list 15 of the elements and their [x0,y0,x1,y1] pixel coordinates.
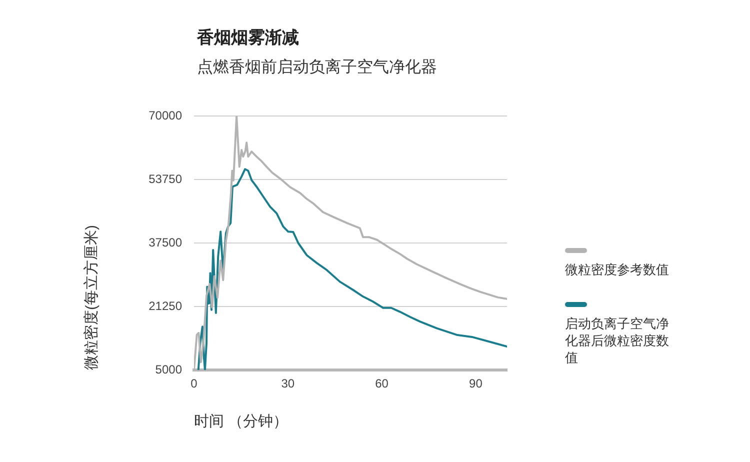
x-axis-title: 时间 （分钟） [194,413,288,430]
y-tick-label: 5000 [155,362,182,376]
chart-title: 香烟烟雾渐减 [197,27,299,49]
x-tick-label: 0 [190,376,198,391]
legend-label: 微粒密度参考数值 [565,261,670,278]
y-tick-label: 70000 [148,108,182,122]
x-tick-label: 90 [469,376,483,391]
legend-label: 启动负离子空气净化器后微粒密度数值 [565,315,670,366]
y-tick-label: 53750 [148,172,182,186]
chart-subtitle: 点燃香烟前启动负离子空气净化器 [197,58,437,78]
x-tick-label: 60 [375,376,389,391]
x-tick-label: 30 [281,376,295,391]
y-tick-label: 37500 [148,235,182,250]
y-tick-label: 21250 [148,298,182,313]
y-axis-title: 微粒密度(每立方厘米) [83,225,100,370]
